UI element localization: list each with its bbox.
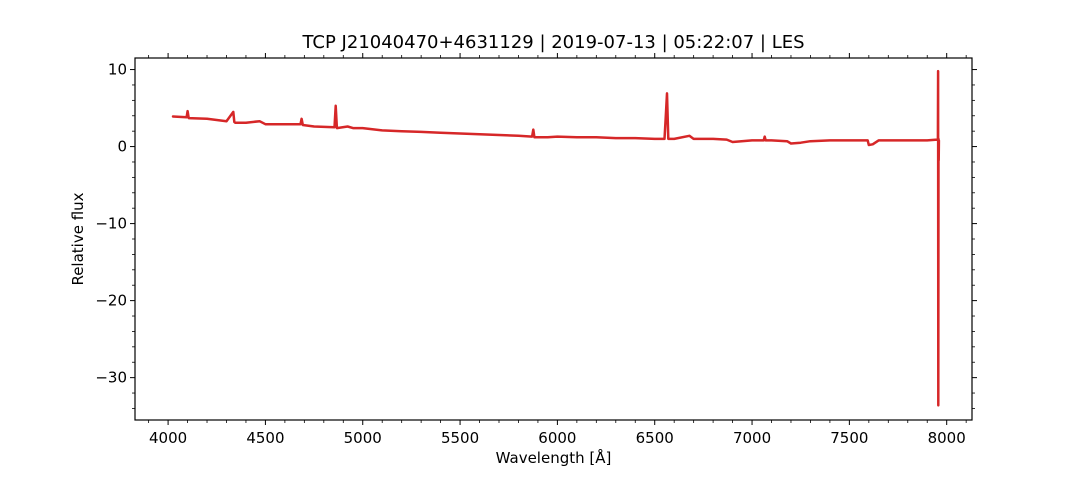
x-tick-label: 5500 <box>441 429 479 447</box>
x-tick-label: 4000 <box>149 429 187 447</box>
x-tick-label: 6500 <box>636 429 674 447</box>
ticks-layer: 4000 4500 5000 5500 6000 6500 7000 7500 8000 10 0 −… <box>95 53 977 447</box>
series-layer <box>171 69 941 407</box>
x-tick-label: 8000 <box>928 429 966 447</box>
y-tick-label: −30 <box>95 369 127 387</box>
y-tick-label: −20 <box>95 292 127 310</box>
y-tick-label: −10 <box>95 215 127 233</box>
y-axis-label: Relative flux <box>69 192 87 285</box>
chart-title: TCP J21040470+4631129 | 2019-07-13 | 05:… <box>301 32 804 53</box>
x-axis-label: Wavelength [Å] <box>496 448 612 467</box>
x-tick-label: 7500 <box>830 429 868 447</box>
axes <box>134 57 973 421</box>
y-tick-label: 10 <box>108 61 127 79</box>
x-tick-label: 4500 <box>246 429 284 447</box>
x-tick-label: 7000 <box>733 429 771 447</box>
y-tick-label: 0 <box>117 138 127 156</box>
spectrum-line <box>171 69 941 407</box>
plot-frame <box>134 57 973 421</box>
x-tick-label: 6000 <box>538 429 576 447</box>
x-tick-label: 5000 <box>344 429 382 447</box>
